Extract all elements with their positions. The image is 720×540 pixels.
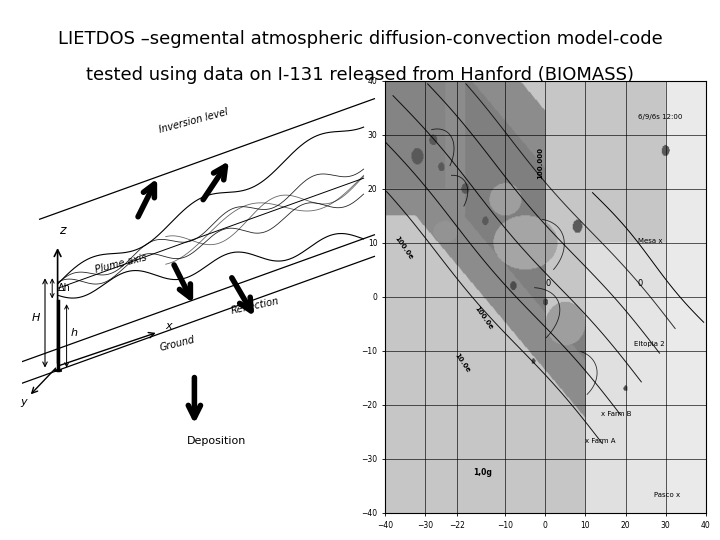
Text: Deposition: Deposition xyxy=(187,436,246,446)
Text: LIETDOS –segmental atmospheric diffusion-convection model-code: LIETDOS –segmental atmospheric diffusion… xyxy=(58,30,662,48)
Text: Inversion level: Inversion level xyxy=(158,107,230,135)
Text: 100.0e: 100.0e xyxy=(473,305,494,330)
Text: Plume axis: Plume axis xyxy=(94,253,148,275)
Text: H: H xyxy=(32,313,40,323)
Text: tested using data on I-131 released from Hanford (BIOMASS): tested using data on I-131 released from… xyxy=(86,66,634,84)
Text: 0: 0 xyxy=(637,279,643,288)
Text: 0: 0 xyxy=(546,279,551,288)
Text: z: z xyxy=(60,224,66,237)
Text: Eltopia 2: Eltopia 2 xyxy=(634,341,664,347)
Text: Ground: Ground xyxy=(158,335,196,353)
Text: x: x xyxy=(166,321,172,332)
Text: 100.000: 100.000 xyxy=(537,147,544,179)
Text: Δh: Δh xyxy=(58,282,71,293)
Text: Pasco x: Pasco x xyxy=(654,492,680,498)
Text: y: y xyxy=(19,397,27,407)
Text: 6/9/6s 12:00: 6/9/6s 12:00 xyxy=(637,114,682,120)
Text: x Farm B: x Farm B xyxy=(601,411,632,417)
Text: Reflection: Reflection xyxy=(230,296,280,316)
Text: h: h xyxy=(71,328,77,338)
Text: Mesa x: Mesa x xyxy=(637,238,662,244)
Text: 10.0e: 10.0e xyxy=(454,352,471,374)
Text: 100.0e: 100.0e xyxy=(393,235,413,260)
Text: x Farm A: x Farm A xyxy=(585,438,616,444)
Text: 1,0g: 1,0g xyxy=(473,468,492,477)
